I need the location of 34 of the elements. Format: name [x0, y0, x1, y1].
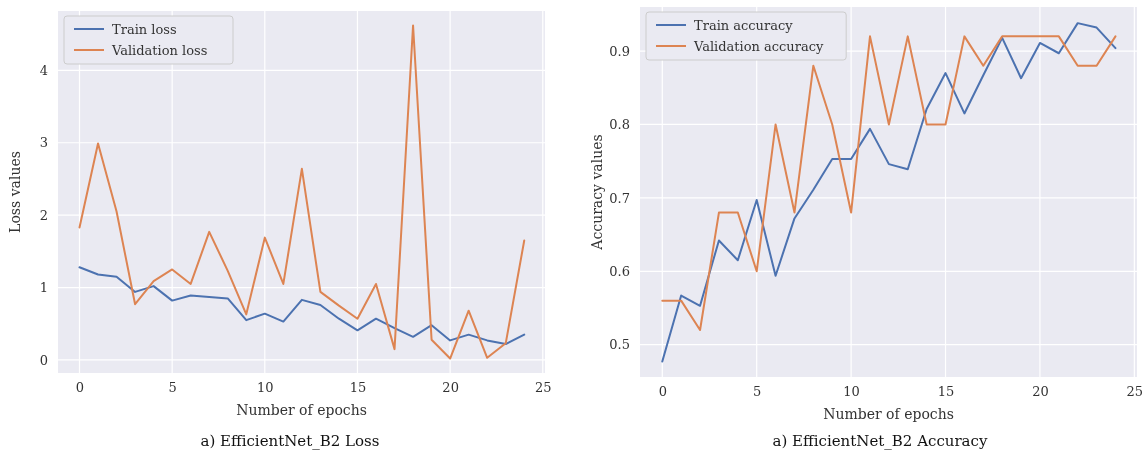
legend-label: Train loss	[112, 22, 177, 37]
text: a) EfficientNet_B2 Loss	[200, 432, 380, 450]
x-tick-label: 10	[257, 380, 274, 396]
y-tick-label: 0.9	[609, 43, 630, 59]
y-axis-title: Loss values	[7, 151, 23, 233]
x-axis-title: Number of epochs	[236, 402, 367, 418]
legend-label: Validation loss	[111, 43, 208, 58]
x-tick-label: 25	[535, 380, 552, 396]
y-tick-label: 0.8	[609, 117, 630, 133]
y-tick-label: 0.5	[609, 337, 630, 353]
x-tick-label: 5	[753, 384, 762, 400]
x-tick-label: 15	[349, 380, 367, 396]
line-series	[78, 266, 526, 346]
y-tick-label: 0.7	[609, 190, 630, 206]
x-tick-label: 20	[442, 380, 459, 396]
y-tick-label: 4	[39, 63, 48, 79]
y-tick-label: 1	[39, 280, 48, 296]
text: a) EfficientNet_B2 Accuracy	[772, 432, 988, 450]
x-tick-label: 20	[1032, 384, 1049, 400]
x-tick-label: 0	[658, 384, 667, 400]
y-tick-label: 0	[39, 352, 48, 368]
legend-label: Train accuracy	[694, 18, 794, 33]
x-tick-label: 5	[168, 380, 177, 396]
x-axis-title: Number of epochs	[823, 406, 954, 422]
x-tick-label: 25	[1126, 384, 1144, 400]
line-series	[78, 24, 526, 360]
y-tick-label: 0.6	[609, 263, 630, 279]
x-tick-label: 15	[937, 384, 955, 400]
y-axis-title: Accuracy values	[589, 134, 605, 251]
y-tick-label: 3	[39, 135, 48, 151]
legend-label: Validation accuracy	[693, 39, 824, 54]
x-tick-label: 10	[843, 384, 860, 400]
x-tick-label: 0	[75, 380, 85, 396]
y-tick-label: 2	[39, 207, 48, 223]
